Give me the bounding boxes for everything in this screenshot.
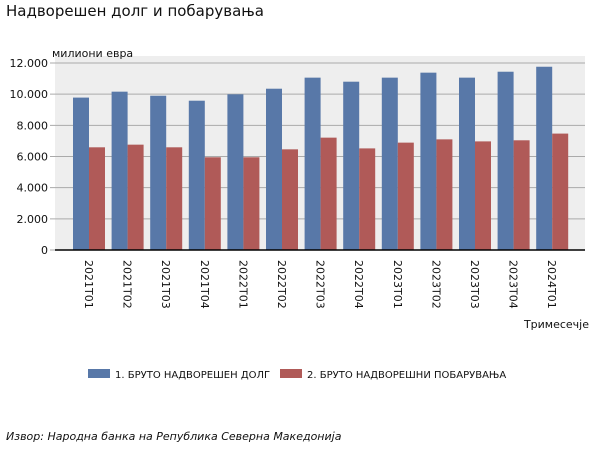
bar-claims	[243, 157, 260, 250]
y-tick-label: 10.000	[10, 88, 49, 101]
x-tick-label: 2021Т04	[198, 260, 211, 309]
bar-chart: 0 2.000 4.000 6.000 8.000 10.000 12.000милиони…	[10, 47, 590, 381]
bar-claims	[320, 137, 337, 250]
y-tick-label: 2.000	[17, 213, 49, 226]
bar-debt	[111, 91, 128, 250]
bar-claims	[475, 141, 491, 250]
bar-claims	[552, 133, 569, 250]
bar-claims	[127, 144, 144, 250]
x-tick-label: 2021Т02	[121, 260, 134, 309]
bar-debt	[266, 88, 282, 251]
x-tick-label: 2022Т03	[314, 260, 327, 309]
bar-debt	[420, 72, 437, 250]
bar-claims	[397, 142, 414, 250]
y-axis-label: милиони евра	[52, 47, 133, 60]
bar-claims	[89, 147, 105, 250]
bar-debt	[73, 97, 89, 250]
y-tick-label: 0	[41, 244, 48, 257]
x-tick-label: 2022Т01	[236, 260, 249, 309]
y-tick-label: 6.000	[17, 151, 49, 164]
bar-debt	[150, 95, 167, 250]
x-tick-label: 2022Т02	[275, 260, 288, 309]
x-tick-label: 2023Т02	[429, 260, 442, 309]
x-tick-label: 2023Т04	[507, 260, 520, 309]
y-tick-label: 4.000	[17, 182, 49, 195]
source-note: Извор: Народна банка на Република Северн…	[6, 430, 342, 443]
y-tick-label: 8.000	[17, 119, 49, 132]
x-tick-label: 2021Т03	[159, 260, 172, 309]
legend-swatch	[280, 369, 302, 378]
bar-claims	[166, 147, 183, 250]
bar-claims	[436, 139, 453, 250]
legend-swatch	[88, 369, 110, 378]
x-tick-label: 2023Т03	[468, 260, 481, 309]
bar-debt	[536, 66, 553, 251]
bar-debt	[188, 100, 205, 250]
x-tick-label: 2024Т01	[545, 260, 558, 309]
chart-title: Надворешен долг и побарувања	[6, 2, 264, 20]
y-tick-label: 12.000	[10, 57, 49, 70]
bar-debt	[304, 77, 321, 250]
bar-debt	[459, 77, 475, 250]
bar-debt	[381, 77, 398, 250]
bar-debt	[227, 94, 244, 250]
legend-label: 2. БРУТО НАДВОРЕШНИ ПОБАРУВАЊА	[307, 370, 506, 381]
bar-claims	[204, 157, 221, 250]
legend-label: 1. БРУТО НАДВОРЕШЕН ДОЛГ	[115, 370, 270, 381]
bar-debt	[343, 81, 360, 250]
bar-debt	[497, 71, 514, 250]
x-tick-label: 2021Т01	[82, 260, 95, 309]
x-tick-label: 2023Т01	[391, 260, 404, 309]
x-tick-label: 2022Т04	[352, 260, 365, 309]
x-axis-label: Тримесечје	[523, 318, 589, 331]
bar-claims	[359, 148, 376, 250]
bar-claims	[513, 140, 530, 250]
bar-claims	[282, 149, 298, 250]
